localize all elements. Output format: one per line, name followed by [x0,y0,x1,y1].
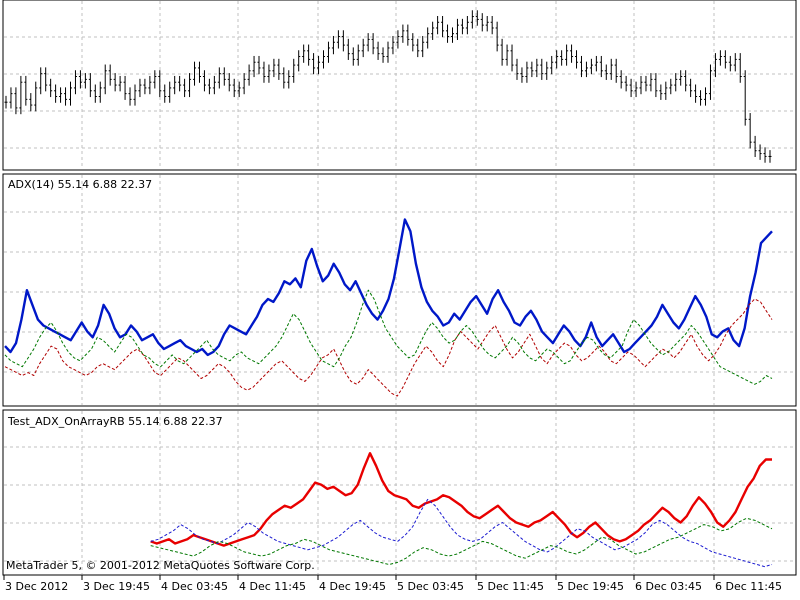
adx-pane[interactable]: ADX(14) 55.14 6.88 22.37 [2,173,797,407]
test-adx-pane-label: Test_ADX_OnArrayRB 55.14 6.88 22.37 [7,415,223,428]
adx-lines [4,218,773,397]
test-adx-main-line [150,452,772,547]
time-tick-label: 4 Dec 11:45 [239,580,306,593]
test-adx-pane[interactable]: Test_ADX_OnArrayRB 55.14 6.88 22.37 Meta… [2,409,797,576]
price-pane-grid [4,1,795,169]
time-tick-label: 5 Dec 11:45 [477,580,544,593]
copyright-label: MetaTrader 5, © 2001-2012 MetaQuotes Sof… [6,559,315,572]
time-tick-label: 3 Dec 2012 [5,580,68,593]
test-adx-lines [150,452,773,568]
adx-pane-label: ADX(14) 55.14 6.88 22.37 [8,178,152,191]
adx-pane-grid [4,175,795,405]
test-adx-plus-di-line [150,498,773,568]
price-bars [4,10,772,163]
price-pane-frame [2,0,797,171]
time-tick-label: 6 Dec 11:45 [715,580,782,593]
time-tick-label: 4 Dec 19:45 [319,580,386,593]
test-adx-minus-di-line [150,517,773,565]
time-tick-label: 5 Dec 03:45 [397,580,464,593]
time-tick-label: 4 Dec 03:45 [161,580,228,593]
time-tick-label: 6 Dec 03:45 [635,580,702,593]
time-tick-label: 5 Dec 19:45 [557,580,624,593]
adx-pane-frame [2,173,797,407]
adx-plus-di-line [4,289,773,385]
time-axis: 3 Dec 2012 3 Dec 19:45 4 Dec 03:45 4 Dec 11… [3,575,782,593]
price-pane[interactable] [2,0,797,171]
test-adx-pane-frame [2,409,797,576]
adx-minus-di-line [4,298,773,397]
time-tick-label: 3 Dec 19:45 [83,580,150,593]
